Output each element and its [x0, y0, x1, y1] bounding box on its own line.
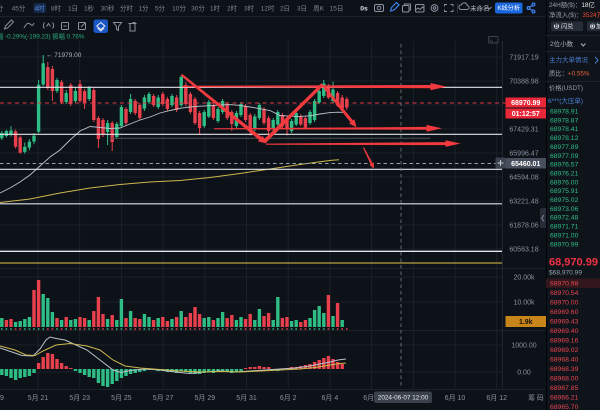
svg-text:68970.00: 68970.00: [550, 300, 579, 307]
svg-text:筹 码: 筹 码: [528, 393, 544, 402]
svg-text:6月 6: 6月 6: [363, 394, 380, 402]
svg-text:60563.18: 60563.18: [509, 247, 538, 254]
svg-text:68977.09: 68977.09: [550, 153, 579, 160]
svg-text:5月 23: 5月 23: [69, 394, 90, 402]
svg-text:68976.00: 68976.00: [550, 179, 579, 186]
svg-text:68965.70: 68965.70: [550, 404, 579, 410]
svg-text:O: O: [591, 24, 595, 30]
svg-text:B: B: [555, 24, 559, 30]
svg-text:30分: 30分: [191, 4, 205, 13]
svg-text:68970.54: 68970.54: [550, 290, 579, 297]
svg-text:2024-06-07 12:00: 2024-06-07 12:00: [378, 395, 429, 402]
svg-text:12时: 12时: [261, 4, 275, 13]
svg-text:5分: 5分: [155, 4, 166, 13]
svg-text:45分: 45分: [12, 4, 26, 13]
svg-text:闪兑: 闪兑: [561, 23, 573, 31]
svg-text:30秒: 30秒: [101, 4, 115, 13]
svg-text:10.00k: 10.00k: [513, 300, 535, 307]
svg-text:68978.12: 68978.12: [550, 135, 579, 142]
svg-text:68968.40: 68968.40: [550, 357, 579, 364]
svg-text:3日: 3日: [297, 5, 307, 13]
svg-text:0s: 0s: [360, 6, 368, 13]
svg-text:68972.48: 68972.48: [550, 215, 579, 222]
svg-text:1000.00: 1000.00: [511, 343, 536, 350]
svg-text:分: 分: [0, 4, 4, 13]
svg-text:2日: 2日: [280, 5, 290, 13]
svg-text:68975.02: 68975.02: [550, 197, 579, 204]
svg-text:68978.41: 68978.41: [550, 126, 579, 133]
svg-text:9: 9: [0, 395, 4, 402]
svg-text:10分: 10分: [172, 4, 186, 13]
svg-text:68977.89: 68977.89: [550, 144, 579, 151]
svg-text:68968.00: 68968.00: [550, 376, 579, 383]
svg-text:68966.21: 68966.21: [550, 395, 579, 402]
svg-text:68967.85: 68967.85: [550, 385, 579, 392]
svg-text:68969.43: 68969.43: [550, 319, 579, 326]
svg-text:65460.01: 65460.01: [511, 161, 540, 168]
svg-text:24H额($)：18亿: 24H额($)：18亿: [549, 0, 595, 9]
svg-text:64594.08: 64594.08: [509, 175, 538, 182]
svg-text:6月 4: 6月 4: [322, 394, 339, 402]
svg-text:68975.91: 68975.91: [550, 188, 579, 195]
svg-text:$68,970.99: $68,970.99: [549, 270, 582, 277]
svg-text:68970.98: 68970.98: [550, 281, 579, 288]
svg-text:← 71979.00: ← 71979.00: [46, 52, 82, 59]
svg-text:6月 10: 6月 10: [445, 394, 466, 402]
svg-text:2位小数: 2位小数: [550, 39, 574, 48]
svg-text:68969.40: 68969.40: [550, 328, 579, 335]
svg-text:68971.71: 68971.71: [550, 224, 579, 231]
svg-text:20.00k: 20.00k: [513, 275, 535, 282]
svg-text:2时: 2时: [227, 4, 238, 13]
svg-text:68970.99: 68970.99: [550, 241, 579, 248]
svg-text:分时: 分时: [120, 4, 134, 13]
svg-text:6月 2: 6月 2: [280, 394, 297, 402]
svg-text:质比：+0.55%: 质比：+0.55%: [549, 69, 590, 78]
svg-text:68969.02: 68969.02: [550, 347, 579, 354]
svg-text:61878.06: 61878.06: [509, 223, 538, 230]
svg-text:68973.06: 68973.06: [550, 206, 579, 213]
svg-text:幅 -0.29%(-199.23) 振幅 0.76%: 幅 -0.29%(-199.23) 振幅 0.76%: [0, 32, 85, 41]
svg-text:68976.21: 68976.21: [550, 170, 579, 177]
svg-text:加: 加: [596, 23, 600, 31]
svg-text:15日: 15日: [330, 5, 344, 13]
svg-text:1日: 1日: [68, 5, 78, 13]
svg-text:1秒: 1秒: [84, 4, 95, 13]
svg-text:5月 31: 5月 31: [236, 394, 257, 402]
svg-text:65996.47: 65996.47: [509, 151, 538, 158]
svg-text:5月 29: 5月 29: [194, 394, 215, 402]
svg-text:5月 25: 5月 25: [111, 394, 132, 402]
svg-text:价格(USDT): 价格(USDT): [549, 83, 583, 92]
svg-text:未命名: 未命名: [470, 4, 490, 13]
svg-text:5月 27: 5月 27: [153, 394, 174, 402]
svg-text:6***(大压单): 6***(大压单): [548, 96, 583, 105]
svg-text:68978.87: 68978.87: [550, 117, 579, 124]
svg-text:1分: 1分: [138, 4, 149, 13]
svg-text:主力大单情况: 主力大单情况: [549, 55, 589, 64]
svg-text:6月 12: 6月 12: [486, 394, 507, 402]
svg-text:67429.31: 67429.31: [509, 127, 538, 134]
svg-text:68969.60: 68969.60: [550, 309, 579, 316]
svg-text:5月 21: 5月 21: [28, 394, 49, 402]
svg-text:68971.00: 68971.00: [550, 232, 579, 239]
svg-text:68,970.99: 68,970.99: [549, 257, 598, 269]
svg-text:68968.39: 68968.39: [550, 366, 579, 373]
svg-text:4时: 4时: [34, 4, 45, 13]
svg-text:3时: 3时: [244, 4, 255, 13]
svg-text:8时: 8时: [51, 4, 62, 13]
svg-text:01:12:57: 01:12:57: [512, 111, 540, 118]
svg-text:1时: 1时: [210, 4, 221, 13]
svg-text:1.9k: 1.9k: [519, 319, 533, 326]
svg-text:净流入($)：3524万: 净流入($)：3524万: [549, 10, 600, 19]
svg-text:68978.91: 68978.91: [550, 109, 579, 116]
svg-text:71917.19: 71917.19: [509, 55, 538, 62]
svg-text:周K: 周K: [313, 5, 325, 13]
svg-text:63221.48: 63221.48: [509, 199, 538, 206]
svg-text:68970.99: 68970.99: [511, 100, 540, 107]
svg-text:K线分析: K线分析: [497, 4, 520, 12]
svg-text:68969.16: 68969.16: [550, 338, 579, 345]
svg-text:70388.98: 70388.98: [509, 79, 538, 86]
svg-text:68976.57: 68976.57: [550, 162, 579, 169]
svg-text:0.00: 0.00: [517, 370, 531, 377]
